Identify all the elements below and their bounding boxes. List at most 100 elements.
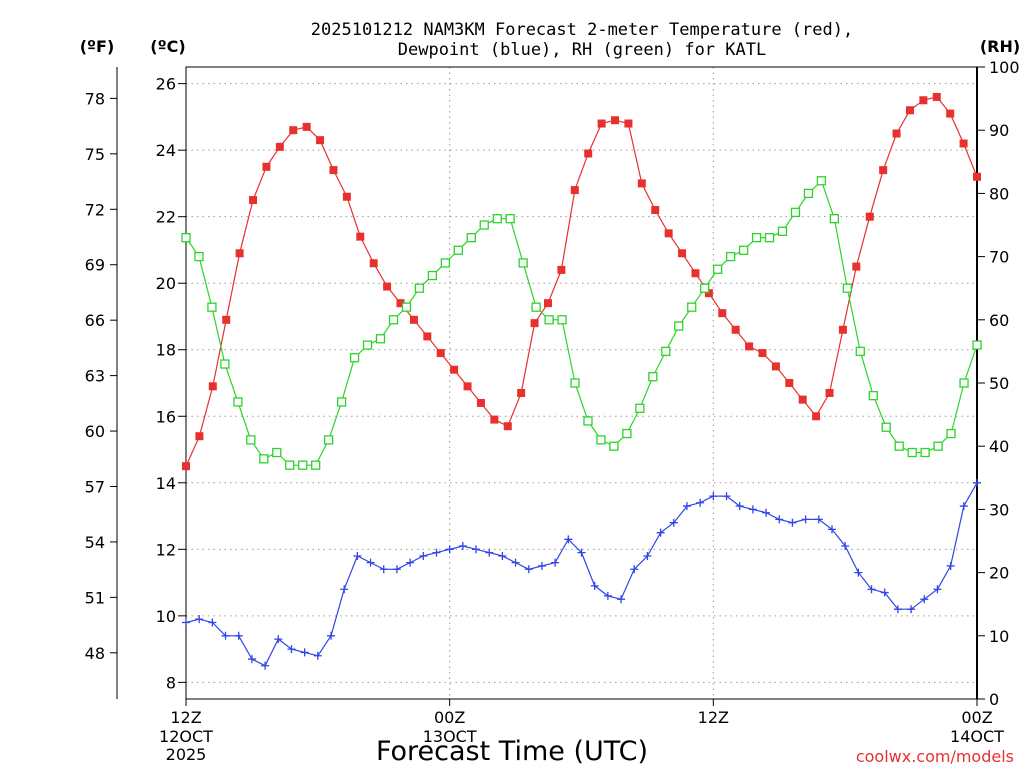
temperature-point — [624, 119, 633, 128]
rh-point — [881, 422, 891, 432]
fahrenheit-tick-label: 78 — [85, 89, 105, 108]
temperature-point — [879, 166, 888, 175]
rh-tick-label: 0 — [989, 690, 999, 709]
fahrenheit-tick-label: 72 — [85, 200, 105, 219]
dewpoint-series — [182, 478, 981, 670]
celsius-unit-label: (ºC) — [150, 37, 185, 56]
celsius-tick-label: 20 — [156, 274, 176, 293]
rh-point — [466, 232, 476, 243]
rh-point — [518, 258, 528, 268]
rh-line — [185, 179, 978, 466]
dewpoint-point — [234, 631, 243, 640]
dewpoint-point — [775, 515, 784, 524]
rh-point — [751, 232, 762, 243]
temperature-point — [959, 139, 968, 148]
rh-point — [700, 283, 710, 293]
temperature-point — [463, 382, 472, 391]
dewpoint-point — [366, 558, 375, 567]
time-tick-label: 00Z — [961, 708, 992, 727]
celsius-tick-label: 8 — [166, 673, 176, 692]
rh-tick-label: 50 — [989, 374, 1009, 393]
temperature-point — [490, 415, 499, 424]
temperature-point — [745, 342, 754, 351]
temperature-point — [208, 382, 217, 391]
dewpoint-point — [221, 631, 230, 640]
x-axis-title: Forecast Time (UTC) — [376, 736, 648, 767]
dewpoint-point — [392, 565, 401, 574]
rh-point — [635, 403, 645, 413]
temperature-point — [289, 126, 298, 135]
rh-point — [272, 447, 282, 458]
time-tick-label: 12Z — [170, 708, 201, 727]
temperature-point — [262, 162, 271, 171]
fahrenheit-tick-label: 66 — [85, 311, 105, 330]
temperature-point — [342, 192, 351, 201]
rh-point — [816, 176, 827, 186]
rh-tick-label: 70 — [989, 248, 1009, 267]
dewpoint-point — [973, 478, 981, 487]
date-tick-label: 12OCT — [159, 727, 213, 746]
rh-point — [531, 302, 541, 312]
time-tick-label: 00Z — [434, 708, 465, 727]
rh-point — [855, 346, 865, 357]
dewpoint-point — [208, 618, 217, 627]
dewpoint-point — [788, 518, 797, 527]
rh-point — [362, 340, 373, 350]
rh-point — [479, 220, 489, 230]
temperature-point — [973, 172, 981, 181]
dewpoint-point — [300, 648, 309, 657]
celsius-tick-label: 26 — [156, 75, 176, 94]
rh-point — [388, 315, 399, 325]
temperature-point — [731, 325, 740, 334]
plot-frame — [185, 66, 978, 700]
temperature-point — [450, 365, 459, 374]
fahrenheit-unit-label: (ºF) — [80, 37, 115, 56]
rh-point — [920, 447, 930, 458]
temperature-series — [182, 92, 981, 471]
temperature-point — [423, 332, 432, 341]
rh-point — [946, 428, 956, 439]
rh-point — [764, 232, 775, 243]
rh-point — [492, 214, 502, 224]
rh-point — [570, 378, 580, 388]
temperature-point — [584, 149, 593, 158]
dewpoint-point — [551, 558, 560, 567]
temperature-point — [691, 269, 700, 278]
temperature-point — [812, 412, 821, 421]
dewpoint-point — [511, 558, 520, 567]
rh-point — [713, 264, 723, 274]
chart-title: 2025101212 NAM3KM Forecast 2-meter Tempe… — [311, 20, 853, 60]
rh-tick-label: 80 — [989, 184, 1009, 203]
rh-point — [829, 214, 840, 224]
temperature-point — [771, 362, 780, 371]
temperature-point — [409, 315, 418, 324]
rh-point — [777, 226, 788, 236]
temperature-point — [182, 462, 190, 471]
dewpoint-point — [445, 545, 454, 554]
rh-point — [259, 454, 269, 464]
year-tick-label: 2025 — [166, 745, 207, 764]
dewpoint-point — [617, 595, 626, 604]
temperature-point — [919, 96, 928, 105]
dewpoint-point — [656, 528, 665, 537]
rh-tick-label: 20 — [989, 564, 1009, 583]
dewpoint-point — [748, 505, 757, 514]
series-layer — [181, 92, 982, 670]
credit-label: coolwx.com/models — [856, 747, 1014, 766]
dewpoint-point — [274, 635, 283, 644]
dewpoint-point — [432, 548, 441, 557]
fahrenheit-tick-label: 48 — [85, 644, 105, 663]
rh-point — [725, 251, 736, 262]
fahrenheit-axis: 48 51 54 57 60 63 66 69 72 75 78 — [85, 89, 117, 663]
dewpoint-point — [709, 492, 718, 501]
date-tick-label: 13OCT — [423, 727, 477, 746]
dewpoint-point — [247, 655, 256, 664]
dewpoint-point — [327, 631, 336, 640]
dewpoint-point — [182, 618, 190, 627]
rh-tick-label: 10 — [989, 627, 1009, 646]
rh-point — [803, 188, 814, 199]
chart-title-line-1: 2025101212 NAM3KM Forecast 2-meter Tempe… — [311, 20, 853, 40]
temperature-point — [316, 136, 325, 145]
time-tick-label: 12Z — [698, 708, 729, 727]
dewpoint-point — [682, 502, 691, 511]
